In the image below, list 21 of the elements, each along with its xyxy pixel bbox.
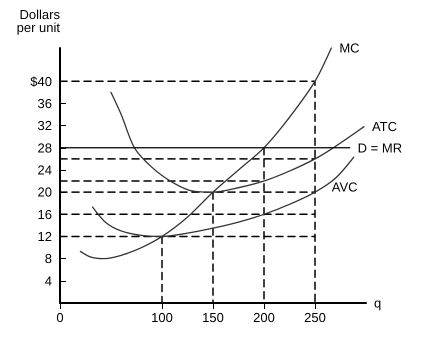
y-tick-label: 28 — [38, 140, 52, 156]
y-tick-label: 32 — [38, 118, 52, 134]
series-label: ATC — [372, 119, 398, 134]
y-tick-label: $40 — [30, 74, 52, 89]
series-label: MC — [339, 40, 360, 56]
x-axis-title: q — [374, 296, 382, 310]
y-tick-label: 4 — [44, 273, 52, 288]
x-tick-label: 200 — [253, 310, 275, 325]
x-tick-label: 0 — [56, 310, 64, 325]
y-axis-title: Dollars per unit — [16, 7, 60, 35]
series-label: AVC — [332, 180, 358, 195]
x-tick-label: 250 — [304, 310, 326, 325]
y-tick-label: 12 — [38, 228, 52, 244]
x-tick-label: 100 — [151, 310, 173, 325]
y-tick-label: 8 — [44, 251, 52, 266]
y-tick-label: 20 — [38, 184, 52, 200]
series-label: D = MR — [358, 140, 402, 156]
y-tick-label: 36 — [38, 96, 52, 111]
y-tick-label: 16 — [38, 206, 52, 222]
y-tick-label: 24 — [38, 162, 52, 178]
x-tick-label: 150 — [202, 310, 224, 325]
